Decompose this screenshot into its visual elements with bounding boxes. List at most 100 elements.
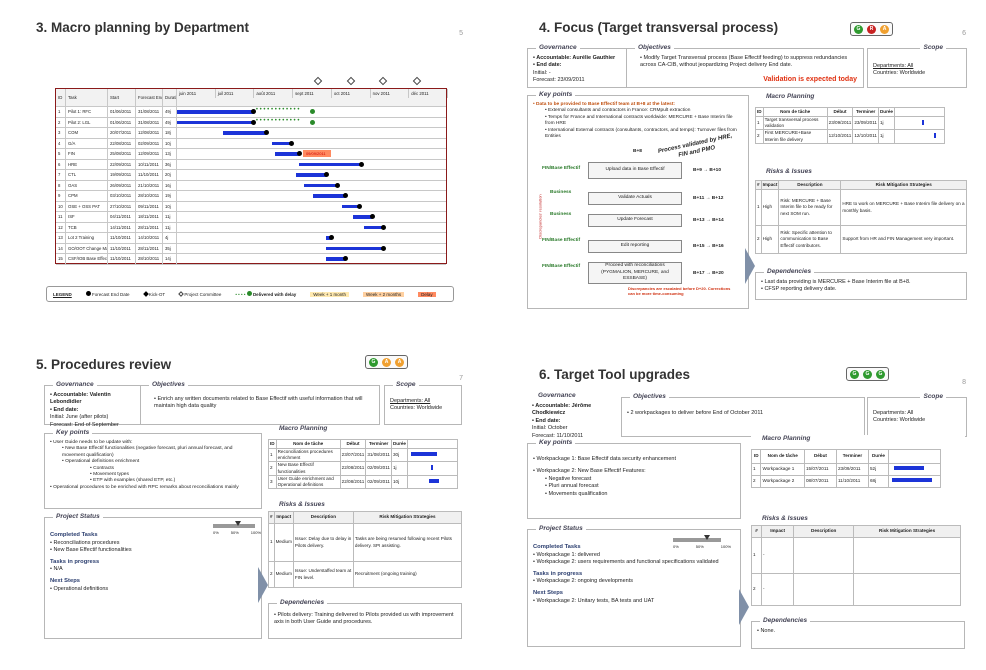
cell-start: 01/06/2011 [108,107,136,117]
flow-start: B+8 [633,149,642,154]
flow-label: Business [550,190,572,195]
cell-end: 12/08/2011 [136,128,163,138]
legend-week-month: Week + 1 month [310,291,350,297]
cell-id: 13 [56,233,66,243]
gantt-bar [177,110,253,114]
side-label: Discrepancies' resolution [537,194,543,239]
cell-task: Pilot 2: LGL [66,117,108,127]
cell-task: CSF/IOB Base Effectif Analysis [66,254,108,264]
flow-time: B+11 → B+12 [693,196,724,201]
status-lights: G R A [850,22,893,36]
milestone-diamond-icon [346,76,356,86]
cell-id: 10 [56,201,66,211]
slide-macro-planning: 3. Macro planning by Department 5 ID Tas… [0,0,483,325]
cell-task: G/A [66,138,108,148]
gantt-bar [342,204,359,208]
risks-table: # Impact Description Risk Mitigation Strate… [755,180,967,254]
cell-id: 2 [56,117,66,127]
keypoints-head: Key points [536,91,576,100]
flow-step: Validate Actuals [588,192,682,205]
gantt-bar [304,183,337,187]
table-row: 8 OAS 26/09/2011 21/10/2011 16j [56,180,446,191]
delivered-dot-icon [309,109,315,114]
scope-box: Scope Departments: All Countries: Worldw… [867,44,967,88]
scale-100: 100% [720,544,731,549]
table-row: 2 Workpackage 2 08/07/2011 11/10/2011 68j [750,475,941,488]
macro-planning-box: Macro Planning ID Nom de tâche Début Termin… [268,425,462,495]
gantt-bar [411,452,437,457]
cell-end: 31/08/2011 [136,117,163,127]
kp-line: • Negative forecast [545,475,592,482]
gov-line: Forecast: 23/09/2011 [533,77,585,84]
slide-number: 5 [459,30,463,37]
kp-line: • Operational definitions enrichment [62,459,140,465]
month-header: août 2011 [254,89,294,98]
kp-line: • Temps for France and International con… [545,114,733,127]
scope-countries: Countries: Worldwide [873,70,926,77]
cell-id: 6 [56,159,66,169]
gantt-bar [274,152,299,156]
progress-bar [673,538,721,542]
completed-item: • Workpackage 1: delivered [533,551,600,558]
keypoints-box: Key points • Workpackage 1: Base Effecti… [527,439,741,519]
gantt-bar [892,478,932,483]
slide-number: 6 [962,30,966,37]
legend-week-2months: Week + 2 months [363,291,405,297]
table-row: 10 OSE + OSS PAT 27/10/2011 09/11/2011 10j [56,201,446,212]
end-date-dot-icon [264,130,270,135]
kp-line: • Operational procedures to be enriched … [50,484,239,490]
cell-dur: 14j [163,254,177,264]
table-row: 2- [750,573,961,606]
table-row: 1 Workpackage 1 15/07/2011 23/09/2011 52j [750,463,941,476]
end-date-dot-icon [356,203,362,209]
progress-head: Tasks in progress [50,558,100,565]
flow-time: B+13 → B+14 [693,218,724,223]
cell-id: 8 [56,180,66,190]
chevron-right-icon [739,589,749,625]
cell-start: 22/09/2011 [108,159,136,169]
cell-end: 11/10/2011 [136,170,163,180]
gantt-mark [922,119,924,125]
table-row: 2 High Risk: Specific attention to communi… [755,225,967,254]
dependencies-box: Dependencies • Pilots delivery: Training… [268,599,462,639]
kp-line: • User Guide needs to be update with: [50,440,133,445]
gov-line: • End date: [532,417,561,424]
table-row: 4 G/A 22/08/2011 02/09/2011 10j [56,138,446,149]
cell-start: 26/09/2011 [108,180,136,190]
status-light-amber: A [880,24,889,34]
gantt-bar [326,257,346,261]
end-date-dot-icon [288,140,294,146]
cell-start: 20/07/2011 [108,128,136,138]
end-date-dot-icon [296,151,302,156]
cell-start: 04/11/2011 [108,212,136,222]
month-header: juil 2011 [216,89,255,98]
cell-task: Pilot 1: RFC [66,107,108,117]
end-date-dot-icon [343,256,349,261]
status-lights: G G G [846,367,889,381]
kp-line: • New Base Effectif functionalities (neg… [62,446,233,458]
macro-planning-table: ID Nom de tâche Début Terminer Durée 1 Workpa… [750,449,941,488]
cell-task: Lot 2 Training [66,233,108,243]
diamond-icon [142,290,149,297]
kp-line: • Contracts [90,465,114,471]
dep-line: • CFSP reporting delivery date. [761,286,837,293]
cell-start: 27/10/2011 [108,201,136,211]
cell-dur: 18j [163,128,177,138]
gantt-bar [312,194,346,198]
gov-line: • End date: [533,62,562,69]
status-light-green: G [854,24,863,34]
col-duration: Duration [163,89,177,106]
milestone-markers [310,76,430,88]
legend-kickoff: Kick-OT [142,290,165,297]
cell-id: 1 [56,107,66,117]
keypoints-head: Key points [53,429,93,438]
cell-dur: 11j [163,222,177,232]
flow-step: Edit reporting [588,240,682,253]
progress-marker-icon [704,535,710,540]
cell-id: 15 [56,254,66,264]
progress-marker-icon [235,521,241,526]
macro-planning-head: Macro Planning [763,93,818,102]
cell-id: 3 [56,128,66,138]
